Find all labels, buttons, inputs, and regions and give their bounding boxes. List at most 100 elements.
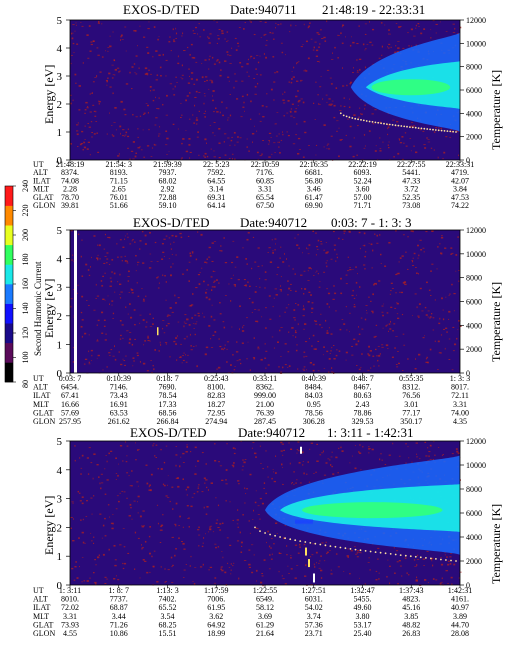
trace-point (432, 128, 434, 131)
noise-dot (199, 272, 201, 274)
noise-dot (269, 318, 272, 320)
noise-dot (107, 504, 110, 506)
noise-dot (97, 258, 99, 261)
noise-dot (272, 469, 274, 470)
noise-dot (83, 580, 86, 582)
noise-dot (187, 354, 189, 356)
noise-dot (183, 50, 186, 51)
noise-dot (96, 75, 98, 77)
noise-dot (412, 265, 415, 266)
noise-dot (186, 486, 190, 489)
noise-dot (226, 341, 230, 343)
noise-dot (249, 20, 251, 22)
noise-dot (126, 262, 129, 264)
noise-dot (148, 267, 152, 269)
noise-dot (208, 325, 211, 327)
noise-dot (298, 462, 301, 464)
noise-dot (83, 542, 86, 544)
y2-tick-label: 6000 (466, 86, 482, 95)
noise-dot (399, 142, 403, 144)
noise-dot (333, 244, 337, 246)
noise-dot (333, 104, 336, 107)
y-tick-label: 5 (57, 436, 63, 448)
noise-dot (248, 566, 251, 568)
noise-dot (413, 35, 416, 37)
noise-dot (80, 255, 82, 258)
noise-dot (183, 325, 185, 328)
noise-dot (88, 305, 90, 306)
ephemeris-row-label: GLAT (33, 193, 54, 202)
noise-dot (259, 278, 261, 280)
noise-dot (204, 116, 206, 118)
band-green-core (302, 502, 443, 519)
noise-dot (332, 298, 335, 300)
y2-tick-label: 8000 (466, 485, 482, 494)
noise-dot (204, 95, 206, 97)
noise-dot (237, 480, 240, 482)
ephemeris-cell: 8010. (61, 595, 79, 604)
noise-dot (296, 565, 299, 566)
noise-dot (291, 78, 293, 80)
noise-dot (277, 266, 280, 268)
noise-dot (110, 280, 113, 283)
ephemeris-row-label: GLAT (33, 620, 54, 629)
noise-dot (456, 337, 458, 340)
noise-dot (221, 566, 223, 568)
panel-3-time-range: 1: 3:11 - 1:42:31 (327, 425, 414, 440)
ephemeris-cell: 52.24 (354, 176, 372, 185)
noise-dot (206, 79, 208, 82)
noise-dot (405, 145, 408, 147)
panel-2-y2label: Temperature [K] (489, 282, 503, 362)
noise-dot (391, 356, 394, 358)
noise-dot (213, 111, 215, 113)
noise-dot (155, 50, 158, 52)
noise-dot (292, 76, 295, 78)
y2-tick-label: 2000 (466, 133, 482, 142)
noise-dot (156, 74, 159, 76)
noise-dot (279, 152, 281, 154)
noise-dot (204, 482, 206, 484)
noise-dot (251, 301, 254, 304)
noise-dot (378, 57, 381, 59)
trace-point (354, 117, 357, 120)
ephemeris-cell: 274.94 (205, 417, 227, 426)
noise-dot (422, 558, 426, 560)
noise-dot (116, 67, 120, 69)
noise-dot (79, 500, 82, 502)
noise-dot (193, 83, 196, 85)
noise-dot (399, 291, 401, 293)
noise-dot (288, 304, 290, 306)
ephemeris-cell: 4719. (451, 168, 469, 177)
noise-dot (351, 36, 352, 38)
noise-dot (233, 369, 236, 371)
ephemeris-cell: 71.15 (110, 176, 128, 185)
noise-dot (195, 258, 198, 261)
noise-dot (427, 447, 429, 449)
noise-dot (257, 265, 260, 267)
noise-dot (259, 120, 262, 122)
noise-dot (445, 570, 448, 572)
noise-dot (87, 473, 90, 475)
noise-dot (98, 244, 101, 247)
noise-dot (133, 30, 136, 32)
noise-dot (159, 66, 162, 69)
noise-dot (425, 314, 428, 316)
noise-dot (206, 289, 208, 291)
noise-dot (147, 52, 150, 54)
noise-dot (333, 116, 336, 119)
noise-dot (248, 520, 250, 522)
trace-point (404, 554, 407, 557)
noise-dot (320, 76, 322, 77)
noise-dot (343, 230, 346, 232)
noise-dot (212, 334, 215, 336)
noise-dot (292, 143, 296, 145)
noise-dot (240, 541, 243, 544)
noise-dot (117, 256, 119, 258)
noise-dot (273, 142, 276, 144)
noise-dot (137, 485, 139, 487)
noise-dot (87, 141, 90, 143)
noise-dot (430, 316, 432, 318)
y2-tick-label: 0 (466, 369, 470, 378)
noise-dot (123, 491, 126, 493)
